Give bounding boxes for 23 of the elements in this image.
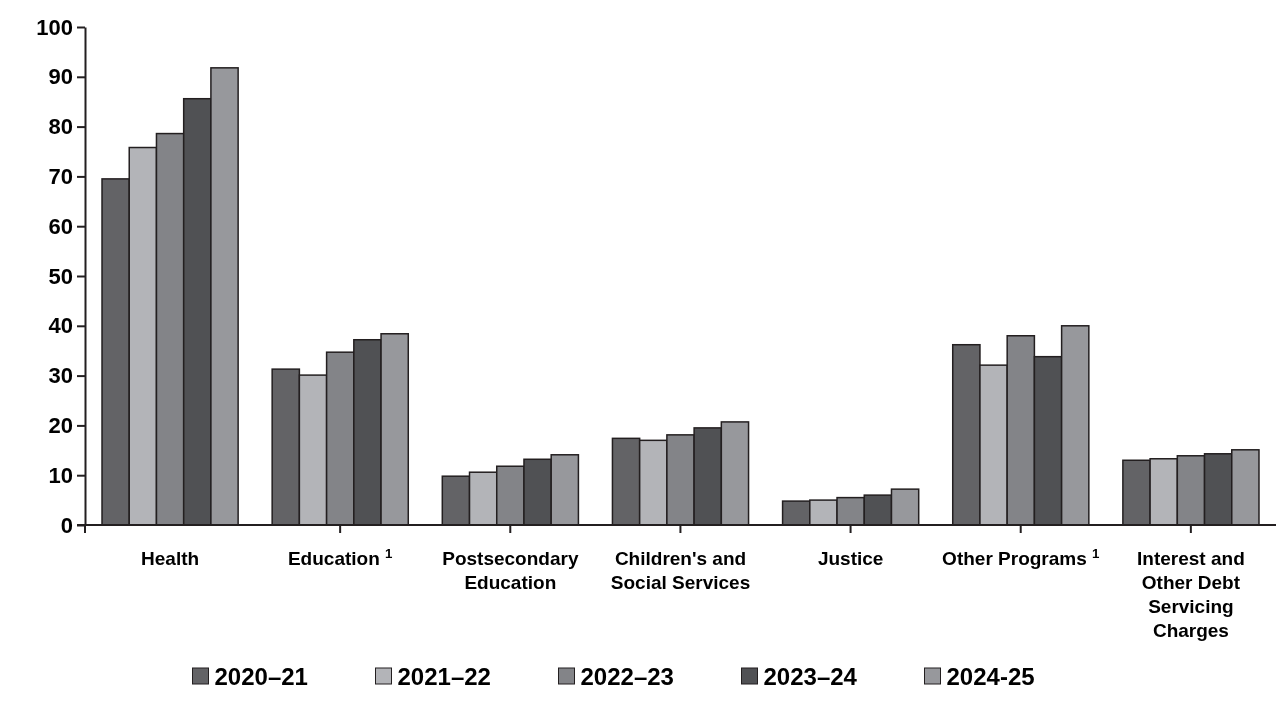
- y-tick-label: 80: [48, 114, 73, 140]
- y-tick-label: 30: [48, 363, 73, 389]
- y-tick-label: 90: [48, 64, 73, 90]
- legend-label: 2021–22: [397, 663, 491, 690]
- y-tick-label: 50: [48, 263, 73, 289]
- y-tick-label: 40: [48, 313, 73, 339]
- y-tick-label: 60: [48, 213, 73, 239]
- x-tick-label: Education $^{1}$: [287, 545, 394, 569]
- x-tick-label: Health: [141, 548, 200, 569]
- legend-label: 2020–21: [214, 663, 308, 690]
- x-tick-label: Children's and Social Services: [610, 548, 751, 593]
- legend-label: 2024-25: [946, 663, 1035, 690]
- x-tick-label: Other Programs $^{1}$: [942, 545, 1101, 569]
- legend-label: 2023–24: [763, 663, 858, 690]
- legend-label: 2022–23: [580, 663, 674, 690]
- y-tick-label: 10: [48, 462, 73, 488]
- y-tick-label: 0: [60, 512, 73, 538]
- y-tick-label: 20: [48, 412, 73, 438]
- y-tick-label: 70: [48, 163, 73, 189]
- x-tick-label: Interest and Other Debt Servicing Charges: [1137, 548, 1245, 641]
- x-tick-label: Postsecondary Education: [442, 548, 579, 593]
- x-tick-label: Justice: [817, 548, 884, 569]
- y-tick-label: 100: [36, 14, 73, 40]
